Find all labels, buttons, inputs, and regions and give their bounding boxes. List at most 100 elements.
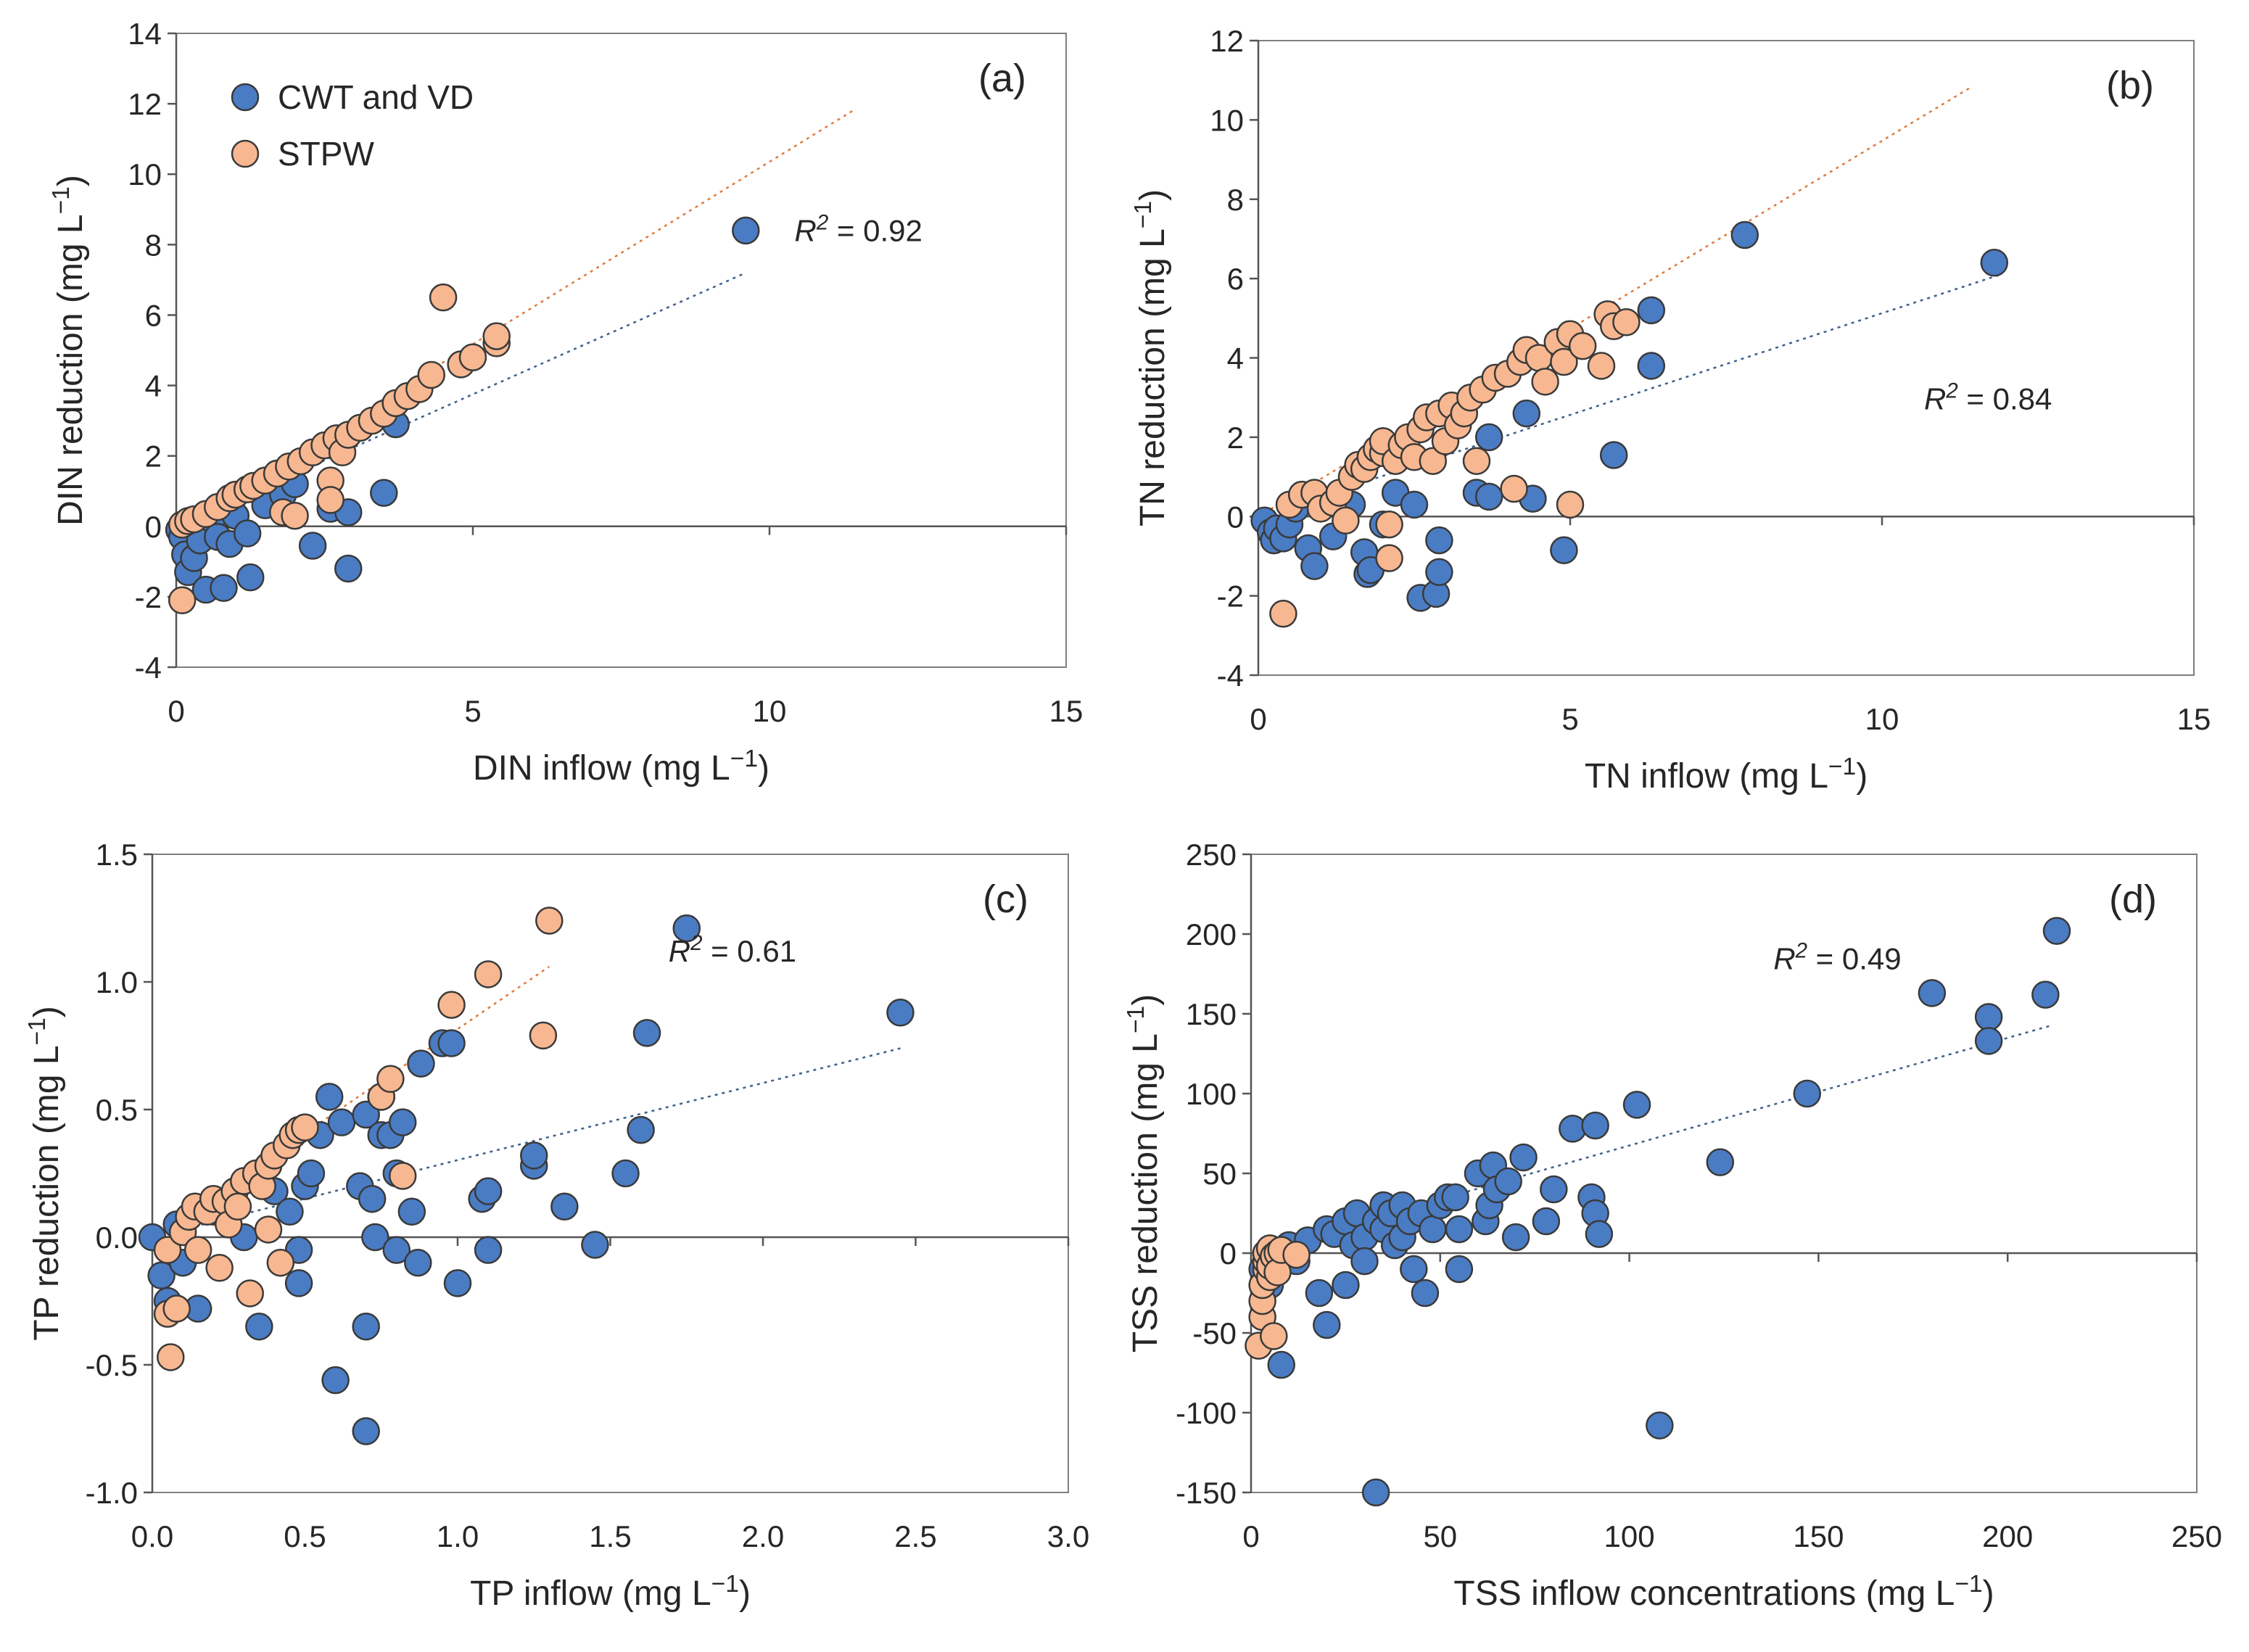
plot-frame bbox=[152, 854, 1069, 1493]
data-point bbox=[1531, 368, 1559, 396]
panel-tag: (a) bbox=[978, 57, 1026, 100]
data-point bbox=[157, 1343, 185, 1371]
data-point bbox=[223, 1192, 252, 1221]
x-tick-label: 200 bbox=[1982, 1519, 2033, 1553]
data-point bbox=[321, 1366, 350, 1395]
data-point bbox=[1361, 1478, 1390, 1507]
x-tick-label: 1.0 bbox=[437, 1519, 479, 1553]
data-point bbox=[1599, 441, 1628, 469]
data-point bbox=[281, 501, 309, 530]
data-point bbox=[458, 343, 487, 371]
data-point bbox=[1411, 1279, 1440, 1308]
data-point bbox=[388, 1108, 417, 1136]
y-tick-label: 8 bbox=[1227, 183, 1244, 217]
data-point bbox=[266, 1248, 295, 1277]
y-tick-label: -150 bbox=[1176, 1476, 1237, 1510]
y-tick-label: 2 bbox=[1227, 421, 1244, 455]
y-tick-label: 0 bbox=[1227, 500, 1244, 534]
data-point bbox=[236, 1279, 264, 1308]
data-point bbox=[1550, 536, 1578, 564]
r-squared-label: R2 = 0.49 bbox=[1773, 938, 1901, 976]
data-point bbox=[376, 1065, 405, 1094]
data-point bbox=[1375, 510, 1403, 539]
plot-frame bbox=[176, 33, 1067, 668]
data-point bbox=[1612, 308, 1641, 336]
x-tick-label: 100 bbox=[1604, 1519, 1655, 1553]
y-axis-title: TN reduction (mg L−1) bbox=[1130, 189, 1173, 526]
data-point bbox=[284, 1269, 313, 1297]
series-stpw bbox=[1245, 1234, 1311, 1360]
data-point bbox=[1332, 1271, 1360, 1300]
data-point bbox=[1494, 1167, 1522, 1196]
data-point bbox=[1509, 1143, 1538, 1172]
data-point bbox=[1556, 490, 1585, 519]
data-point bbox=[1350, 1247, 1379, 1276]
x-tick-label: 50 bbox=[1423, 1519, 1457, 1553]
y-tick-label: 10 bbox=[1210, 103, 1244, 137]
data-point bbox=[352, 1312, 380, 1341]
chart-panel-c: -1.0 -0.5 0.0 0.5 1.0 1.5 0.0 0.5 1.0 1.5 2.0 2.5 3.… bbox=[24, 838, 1090, 1613]
legend-label: STPW bbox=[278, 135, 374, 173]
data-point bbox=[1974, 1003, 2003, 1031]
data-point bbox=[205, 1253, 234, 1282]
series-stpw bbox=[168, 283, 511, 614]
x-tick-label: 2.0 bbox=[742, 1519, 784, 1553]
data-point bbox=[632, 1019, 661, 1047]
x-tick-label: 0.0 bbox=[131, 1519, 173, 1553]
data-point bbox=[210, 574, 238, 602]
y-tick-label: 0 bbox=[145, 510, 162, 544]
y-tick-label: 6 bbox=[145, 298, 162, 332]
panel-tag: (c) bbox=[983, 877, 1028, 921]
data-point bbox=[482, 322, 511, 350]
y-tick-label: 1.5 bbox=[96, 838, 138, 872]
y-tick-label: 4 bbox=[145, 369, 162, 403]
legend-label: CWT and VD bbox=[278, 78, 474, 116]
y-tick-label: -4 bbox=[1217, 658, 1244, 693]
data-point bbox=[474, 1177, 503, 1205]
data-point bbox=[1637, 352, 1666, 380]
y-tick-label: 10 bbox=[128, 157, 162, 191]
x-tick-label: 5 bbox=[1561, 702, 1578, 736]
data-point bbox=[1425, 526, 1453, 555]
y-axis-title: TP reduction (mg L−1) bbox=[24, 1006, 67, 1341]
data-point bbox=[361, 1223, 389, 1252]
data-point bbox=[397, 1197, 426, 1226]
data-point bbox=[529, 1021, 558, 1050]
data-point bbox=[474, 1236, 503, 1264]
y-tick-label: -1.0 bbox=[86, 1476, 138, 1510]
data-point bbox=[1425, 558, 1453, 587]
data-point bbox=[1474, 482, 1503, 511]
data-point bbox=[886, 998, 915, 1027]
data-point bbox=[1419, 447, 1448, 475]
y-tick-label: -50 bbox=[1192, 1316, 1237, 1350]
y-axis-title: DIN reduction (mg L−1) bbox=[48, 175, 91, 526]
chart-panel-b: -4 -2 0 2 4 6 8 10 12 0 5 10 15 TN inflow (mg L−1) TN … bbox=[1130, 24, 2211, 796]
data-point bbox=[1706, 1148, 1735, 1176]
data-point bbox=[1512, 399, 1541, 428]
y-tick-label: 0 bbox=[1220, 1236, 1237, 1271]
y-tick-label: 150 bbox=[1186, 997, 1237, 1031]
x-tick-label: 10 bbox=[1865, 702, 1899, 736]
x-tick-label: 3.0 bbox=[1047, 1519, 1089, 1553]
data-point bbox=[627, 1115, 655, 1144]
data-point bbox=[417, 360, 445, 389]
data-point bbox=[672, 914, 701, 943]
x-axis-title: TN inflow (mg L−1) bbox=[1585, 753, 1868, 796]
series-cwt-vd bbox=[1250, 220, 2009, 612]
y-tick-label: 12 bbox=[128, 87, 162, 121]
data-point bbox=[1646, 1411, 1674, 1440]
x-tick-label: 0.5 bbox=[284, 1519, 326, 1553]
y-tick-label: -2 bbox=[1217, 579, 1244, 614]
data-point bbox=[535, 906, 564, 935]
data-point bbox=[611, 1159, 640, 1188]
x-tick-label: 5 bbox=[464, 694, 481, 728]
series-cwt-vd bbox=[1248, 917, 2071, 1507]
legend-marker bbox=[231, 83, 260, 112]
chart-panel-d: -150 -100 -50 0 50 100 150 200 250 0 50 100 150 200 25… bbox=[1123, 838, 2223, 1613]
series-stpw bbox=[1269, 300, 1641, 628]
data-point bbox=[327, 1108, 356, 1136]
chart-panel-a: -4 -2 0 2 4 6 8 10 12 14 0 5 10 15 DIN inflow (mg L−1)… bbox=[48, 17, 1084, 788]
data-point bbox=[1445, 1255, 1474, 1284]
y-tick-label: -100 bbox=[1176, 1396, 1237, 1430]
